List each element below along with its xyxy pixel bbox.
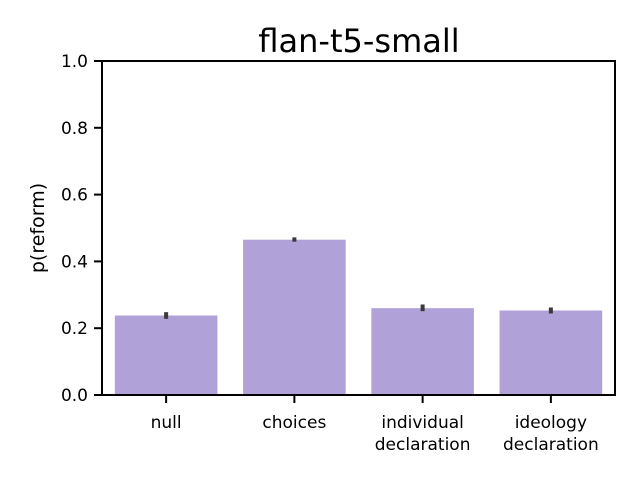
bar-1 xyxy=(243,239,346,395)
y-ticks-group: 0.0 0.2 0.4 0.6 0.8 1.0 xyxy=(61,52,102,406)
x-tick-label-0: null xyxy=(151,413,182,433)
x-tick-label-2: individual declaration xyxy=(375,413,471,455)
bars-group xyxy=(114,239,603,395)
bar-0 xyxy=(114,315,218,395)
x-tick-label-1: choices xyxy=(262,413,326,433)
y-tick-label-2: 0.4 xyxy=(61,252,88,272)
plot-frame xyxy=(101,60,616,396)
x-ticks-group: null choices individual declaration ideology… xyxy=(151,395,599,455)
bar-3 xyxy=(499,310,603,395)
bar-2 xyxy=(371,308,474,395)
y-tick-label-5: 1.0 xyxy=(61,52,88,72)
y-axis-label: p(reform) xyxy=(27,183,49,273)
error-bars-group xyxy=(164,237,553,319)
y-tick-label-0: 0.0 xyxy=(61,386,88,406)
x-tick-label-3: ideology declaration xyxy=(503,413,599,455)
y-tick-label-3: 0.6 xyxy=(61,186,88,206)
y-tick-label-1: 0.2 xyxy=(61,319,88,339)
chart-title: flan-t5-small xyxy=(258,22,459,60)
axes-group xyxy=(101,60,616,396)
y-tick-label-4: 0.8 xyxy=(61,119,88,139)
